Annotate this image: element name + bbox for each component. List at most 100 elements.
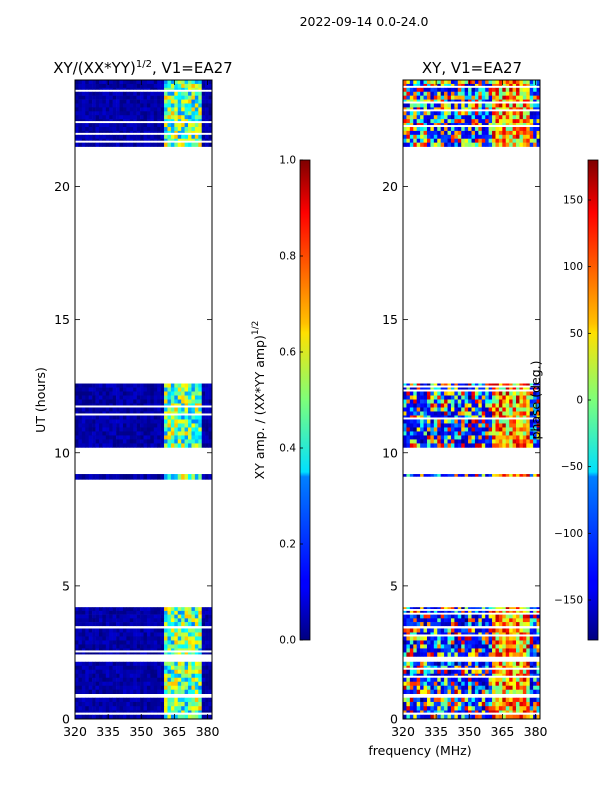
heatmap-cell: [160, 423, 165, 428]
heatmap-cell: [198, 91, 203, 96]
heatmap-cell: [426, 123, 431, 126]
heatmap-cell: [136, 439, 141, 444]
heatmap-cell: [444, 407, 448, 412]
heatmap-cell: [505, 123, 510, 126]
heatmap-cell: [420, 632, 424, 635]
heatmap-cell: [198, 661, 203, 667]
heatmap-cell: [88, 130, 93, 133]
heatmap-cell: [409, 383, 414, 386]
heatmap-cell: [440, 95, 445, 100]
heatmap-cell: [505, 685, 510, 691]
heatmap-cell: [536, 652, 540, 657]
heatmap-cell: [516, 87, 520, 93]
heatmap-cell: [170, 399, 175, 404]
heatmap-cell: [468, 614, 472, 619]
heatmap-cell: [105, 403, 110, 406]
heatmap-cell: [536, 95, 540, 100]
heatmap-cell: [174, 142, 179, 147]
heatmap-cell: [502, 714, 507, 719]
heatmap-cell: [85, 644, 89, 649]
heatmap-cell: [157, 138, 161, 141]
heatmap-cell: [85, 427, 89, 432]
heatmap-cell: [75, 648, 79, 651]
heatmap-cell: [181, 415, 185, 420]
heatmap-cell: [198, 652, 203, 655]
heatmap-cell: [205, 419, 209, 424]
heatmap-cell: [136, 610, 141, 615]
heatmap-cell: [471, 103, 476, 108]
heatmap-cell: [409, 103, 414, 108]
heatmap-cell: [119, 443, 124, 448]
heatmap-cell: [536, 701, 540, 707]
heatmap-cell: [75, 673, 79, 679]
heatmap-cell: [512, 706, 517, 711]
heatmap-cell: [184, 111, 189, 116]
heatmap-cell: [502, 648, 507, 653]
heatmap-cell: [143, 138, 148, 141]
heatmap-cell: [420, 411, 424, 416]
heatmap-cell: [122, 138, 127, 141]
heatmap-cell: [140, 618, 144, 623]
heatmap-cell: [454, 411, 459, 416]
heatmap-cell: [191, 123, 196, 128]
heatmap-cell: [170, 648, 175, 651]
heatmap-cell: [437, 474, 441, 477]
heatmap-cell: [447, 710, 452, 713]
heatmap-cell: [105, 427, 110, 432]
heatmap-cell: [112, 383, 117, 388]
heatmap-cell: [437, 138, 441, 143]
heatmap-cell: [184, 130, 189, 133]
heatmap-cell: [522, 681, 527, 687]
heatmap-cell: [474, 138, 479, 143]
heatmap-cell: [426, 439, 431, 444]
heatmap-cell: [170, 395, 175, 400]
heatmap-cell: [167, 474, 172, 480]
heatmap-cell: [98, 618, 103, 623]
heatmap-cell: [181, 710, 185, 713]
heatmap-cell: [105, 91, 110, 96]
heatmap-cell: [205, 636, 209, 641]
heatmap-cell: [468, 710, 472, 713]
heatmap-cell: [464, 395, 469, 400]
heatmap-cell: [426, 407, 431, 412]
heatmap-cell: [426, 607, 431, 610]
heatmap-cell: [133, 652, 137, 655]
heatmap-cell: [143, 91, 148, 96]
heatmap-cell: [157, 632, 161, 637]
heatmap-cell: [502, 665, 507, 668]
heatmap-cell: [430, 628, 435, 633]
heatmap-cell: [526, 99, 531, 102]
heatmap-cell: [119, 714, 124, 719]
heatmap-cell: [409, 669, 414, 675]
heatmap-cell: [444, 399, 448, 404]
heatmap-cell: [488, 677, 493, 683]
heatmap-cell: [481, 399, 486, 404]
heatmap-cell: [509, 610, 513, 613]
heatmap-cell: [488, 618, 493, 623]
heatmap-cell: [447, 439, 452, 444]
heatmap-cell: [416, 142, 421, 147]
heatmap-cell: [164, 669, 168, 675]
heatmap-cell: [188, 411, 192, 414]
heatmap-cell: [433, 111, 438, 116]
heatmap-cell: [416, 411, 421, 416]
heatmap-cell: [201, 387, 206, 392]
heatmap-cell: [457, 403, 462, 408]
heatmap-cell: [437, 439, 441, 444]
heatmap-cell: [198, 681, 203, 687]
heatmap-cell: [468, 636, 472, 641]
heatmap-cell: [95, 644, 100, 649]
heatmap-cell: [92, 673, 96, 679]
heatmap-cell: [95, 714, 100, 719]
heatmap-cell: [526, 632, 531, 635]
heatmap-cell: [413, 407, 417, 412]
heatmap-cell: [116, 706, 120, 711]
heatmap-cell: [433, 677, 438, 683]
heatmap-cell: [102, 107, 107, 112]
heatmap-cell: [440, 431, 445, 436]
heatmap-cell: [519, 652, 524, 657]
heatmap-cell: [170, 685, 175, 691]
heatmap-cell: [454, 697, 459, 703]
heatmap-cell: [481, 648, 486, 653]
heatmap-cell: [474, 411, 479, 416]
